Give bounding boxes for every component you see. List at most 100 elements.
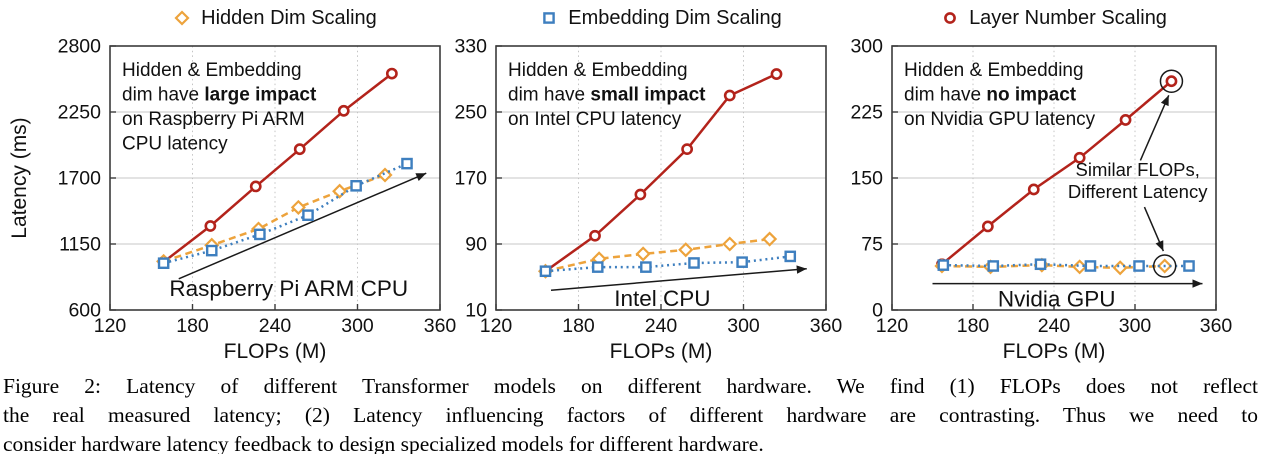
annotation-note: Hidden & Embedding dim have no impact on N… xyxy=(904,60,1096,130)
y-tick-label: 1700 xyxy=(58,168,102,190)
y-tick-label: 90 xyxy=(465,234,487,256)
marker-square xyxy=(937,259,950,271)
x-axis-label: FLOPs (M) xyxy=(224,340,327,363)
y-axis-label: Latency (ms) xyxy=(8,117,31,238)
series-line xyxy=(545,237,770,273)
x-tick-label: 360 xyxy=(1200,315,1233,337)
y-tick-label: 170 xyxy=(454,168,487,190)
y-tick-label: 75 xyxy=(861,234,883,256)
trend-arrow xyxy=(932,279,1203,288)
series-embedding-dim-scaling xyxy=(157,157,413,270)
marker-circle xyxy=(1027,183,1040,196)
x-tick-label: 360 xyxy=(424,315,457,337)
highlight-circle xyxy=(1159,69,1184,93)
series-line xyxy=(943,262,1189,268)
marker-circle xyxy=(770,68,783,80)
legend-label: Layer Number Scaling xyxy=(969,6,1167,29)
arrow-head xyxy=(796,265,807,274)
series-line xyxy=(163,173,386,263)
y-tick-label: 225 xyxy=(850,102,883,124)
x-tick-label: 240 xyxy=(645,315,678,337)
y-tick-label: 250 xyxy=(454,102,487,124)
marker-circle xyxy=(681,143,694,156)
marker-square xyxy=(591,261,604,273)
marker-square xyxy=(1084,260,1097,272)
marker-diamond xyxy=(332,183,348,199)
square-marker-icon xyxy=(543,12,556,24)
x-tick-label: 120 xyxy=(94,315,127,337)
marker-square xyxy=(350,179,362,192)
series-embedding-dim-scaling xyxy=(539,250,797,278)
arrow-head xyxy=(1155,240,1164,252)
legend-label: Hidden Dim Scaling xyxy=(201,6,377,29)
diamond-marker-icon xyxy=(174,10,190,26)
marker-diamond xyxy=(290,199,306,215)
marker-diamond xyxy=(678,242,694,258)
trend-arrow xyxy=(178,172,427,280)
series-line xyxy=(941,80,1173,266)
marker-square xyxy=(1034,258,1047,271)
marker-square xyxy=(1183,260,1195,272)
x-axis-label: FLOPs (M) xyxy=(610,340,713,363)
marker-square xyxy=(401,157,413,170)
marker-circle xyxy=(944,12,956,24)
caption-line: the real measured latency; (2) Latency i… xyxy=(3,402,1258,427)
marker-diamond xyxy=(377,167,393,183)
arrow-head xyxy=(1192,279,1203,288)
x-tick-label: 300 xyxy=(1119,315,1152,337)
x-tick-label: 120 xyxy=(876,315,909,337)
chart-svg-intel-cpu: 120 180 240 300 360 10 90 170 250 330 FLOPs (M) Hid… xyxy=(454,36,843,364)
marker-square xyxy=(640,261,652,273)
legend-embedding-dim-scaling: Embedding Dim Scaling xyxy=(496,4,826,32)
marker-circle xyxy=(293,143,306,156)
marker-square xyxy=(157,257,170,270)
marker-square xyxy=(543,12,556,24)
marker-circle xyxy=(981,220,994,233)
marker-circle xyxy=(337,104,350,117)
series-hidden-dim-scaling xyxy=(537,231,778,279)
callout-arrow xyxy=(1143,206,1165,252)
series-line xyxy=(941,263,1165,270)
marker-diamond xyxy=(1112,260,1128,276)
marker-square xyxy=(784,250,797,263)
marker-circle xyxy=(634,188,647,201)
arrow-head xyxy=(415,173,427,181)
marker-circle xyxy=(1165,75,1178,88)
marker-diamond xyxy=(174,10,190,26)
marker-square xyxy=(254,228,266,241)
y-tick-label: 10 xyxy=(465,300,487,322)
series-line xyxy=(162,72,393,263)
y-tick-label: 2800 xyxy=(58,36,102,58)
marker-circle xyxy=(1119,114,1132,126)
highlight-circle xyxy=(1152,254,1177,278)
y-tick-label: 150 xyxy=(850,168,883,190)
caption-line: consider hardware latency feedback to de… xyxy=(3,431,764,454)
marker-diamond xyxy=(635,246,651,262)
marker-circle xyxy=(589,229,601,242)
marker-circle xyxy=(204,220,217,232)
marker-square xyxy=(302,209,314,222)
hardware-label: Nvidia GPU xyxy=(998,286,1116,311)
callout-arrow xyxy=(1139,94,1170,161)
hardware-label: Intel CPU xyxy=(614,286,710,311)
x-tick-label: 120 xyxy=(480,315,513,337)
legend-label: Embedding Dim Scaling xyxy=(568,6,782,29)
trend-arrow xyxy=(550,265,807,291)
marker-square xyxy=(205,244,218,257)
marker-circle xyxy=(249,180,262,193)
chart-svg-raspberry-pi: 120 180 240 300 360 600 1150 1700 2250 2800 FLOPs … xyxy=(8,36,456,364)
series-embedding-dim-scaling xyxy=(937,258,1195,272)
marker-circle xyxy=(723,89,736,102)
x-tick-label: 180 xyxy=(562,315,595,337)
marker-square xyxy=(539,265,552,278)
chart-block-nvidia-gpu: Layer Number Scaling 120 180 240 300 360 0 75 1… xyxy=(840,4,1261,364)
y-tick-label: 600 xyxy=(68,300,101,322)
marker-circle xyxy=(385,67,398,80)
x-tick-label: 360 xyxy=(810,315,843,337)
x-tick-label: 240 xyxy=(1038,315,1071,337)
chart-block-intel-cpu: Embedding Dim Scaling 120 180 240 300 360 10 9… xyxy=(450,4,843,364)
x-axis-label: FLOPs (M) xyxy=(1003,340,1106,363)
y-tick-label: 1150 xyxy=(59,234,101,256)
circle-marker-icon xyxy=(944,12,956,24)
